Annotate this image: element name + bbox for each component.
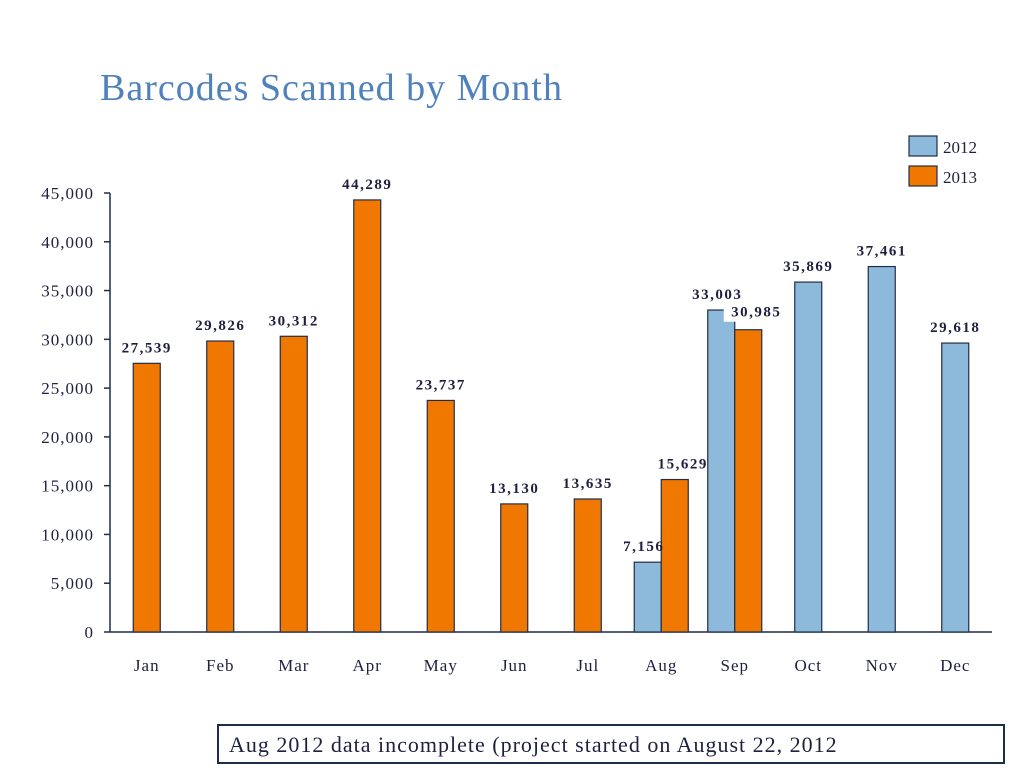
bar-2013 bbox=[132, 362, 161, 633]
bar-2012 bbox=[867, 265, 896, 633]
data-label: 27,539 bbox=[122, 340, 172, 356]
data-label: 35,869 bbox=[783, 259, 833, 275]
bar-2013 bbox=[426, 399, 455, 633]
x-tick-label: Jan bbox=[134, 656, 160, 675]
data-label: 13,130 bbox=[489, 481, 539, 497]
bar-2012 bbox=[794, 281, 823, 633]
data-label: 15,629 bbox=[658, 457, 708, 473]
x-tick-label: Aug bbox=[645, 656, 677, 675]
data-label: 33,003 bbox=[692, 287, 742, 303]
data-label: 13,635 bbox=[563, 476, 613, 492]
data-label: 30,985 bbox=[731, 305, 781, 321]
bar-2013 bbox=[734, 329, 763, 633]
x-tick-label: Jul bbox=[576, 656, 599, 675]
bar-2013 bbox=[353, 199, 382, 633]
data-label: 30,312 bbox=[269, 313, 319, 329]
data-label: 23,737 bbox=[416, 377, 466, 393]
bar-2013 bbox=[660, 478, 689, 633]
x-tick-label: Sep bbox=[721, 656, 750, 675]
footnote-box: Aug 2012 data incomplete (project starte… bbox=[217, 724, 1005, 764]
y-tick-label: 30,000 bbox=[41, 330, 94, 349]
x-tick-label: Apr bbox=[353, 656, 382, 675]
y-tick-label: 10,000 bbox=[41, 525, 94, 544]
x-tick-label: Dec bbox=[940, 656, 970, 675]
y-tick-label: 25,000 bbox=[41, 379, 94, 398]
bar-chart: 0 5,000 10,000 15,000 20,000 25,000 30,000 35,0… bbox=[41, 135, 992, 675]
y-tick-label: 45,000 bbox=[41, 184, 94, 203]
x-tick-label: Nov bbox=[866, 656, 898, 675]
bar-2012 bbox=[941, 342, 970, 633]
legend-label: 2012 bbox=[943, 138, 977, 157]
data-label: 29,618 bbox=[930, 320, 980, 336]
x-tick-label: Oct bbox=[794, 656, 822, 675]
x-tick-label: May bbox=[424, 656, 458, 675]
y-tick-label: 40,000 bbox=[41, 233, 94, 252]
y-tick-label: 0 bbox=[85, 623, 95, 642]
chart-title: Barcodes Scanned by Month bbox=[100, 67, 563, 109]
legend-swatch-2012 bbox=[908, 135, 938, 157]
data-label-bg bbox=[723, 301, 785, 322]
bar-2013 bbox=[206, 340, 235, 633]
x-tick-label: Jun bbox=[501, 656, 528, 675]
bar-2013 bbox=[500, 503, 529, 633]
x-tick-label: Feb bbox=[206, 656, 235, 675]
y-tick-label: 20,000 bbox=[41, 428, 94, 447]
data-label: 29,826 bbox=[195, 318, 245, 334]
x-tick-label: Mar bbox=[278, 656, 309, 675]
y-tick-label: 15,000 bbox=[41, 477, 94, 496]
bar-2012 bbox=[633, 561, 662, 633]
bar-2013 bbox=[279, 335, 308, 633]
legend-label: 2013 bbox=[943, 168, 977, 187]
data-label: 37,461 bbox=[857, 244, 907, 260]
legend-swatch-2013 bbox=[908, 165, 938, 187]
data-label: 44,289 bbox=[342, 177, 392, 193]
data-label: 7,156 bbox=[623, 539, 664, 555]
y-tick-label: 5,000 bbox=[51, 574, 94, 593]
bar-2013 bbox=[573, 498, 602, 633]
y-tick-label: 35,000 bbox=[41, 282, 94, 301]
bar-2012 bbox=[707, 309, 736, 633]
